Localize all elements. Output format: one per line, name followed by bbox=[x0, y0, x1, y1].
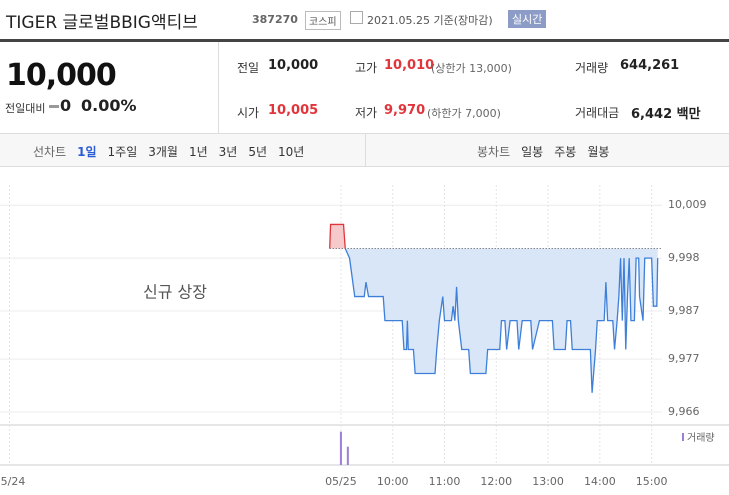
change: 0 bbox=[60, 96, 72, 115]
y-tick-label: 9,966 bbox=[668, 405, 700, 418]
annotation: 신규 상장 bbox=[143, 283, 207, 302]
flat-icon bbox=[49, 105, 59, 108]
tab-divider bbox=[365, 134, 366, 166]
y-tick-label: 10,009 bbox=[668, 198, 707, 211]
stock-title: TIGER 글로벌BBIG액티브 bbox=[6, 13, 198, 33]
y-tick-label: 9,998 bbox=[668, 251, 700, 264]
tab[interactable]: 1년 bbox=[188, 145, 208, 159]
x-tick-label: 13:00 bbox=[532, 475, 564, 488]
calendar-icon bbox=[350, 11, 363, 24]
tab[interactable]: 월봉 bbox=[587, 145, 610, 159]
stat-label: 전일 bbox=[237, 61, 260, 75]
y-tick-label: 9,977 bbox=[668, 352, 700, 365]
x-tick-label: 12:00 bbox=[480, 475, 512, 488]
price-area bbox=[329, 224, 658, 393]
x-tick-label: 05/25 bbox=[325, 475, 357, 488]
tab[interactable]: 3년 bbox=[218, 145, 238, 159]
tab[interactable]: 1일 bbox=[77, 145, 97, 159]
stat-value: 10,005 bbox=[268, 103, 319, 118]
stat-value: 644,261 bbox=[620, 58, 680, 73]
stat-label: 시가 bbox=[237, 106, 260, 120]
candle-tabs: 봉차트 일봉 주봉 월봉 bbox=[477, 143, 609, 160]
change-label: 전일대비 bbox=[5, 102, 46, 115]
stat-value: 10,010 bbox=[384, 58, 435, 73]
chart: 신규 상장 10,009 9,998 9,987 9,977 9,966 05/24 05/… bbox=[0, 185, 729, 488]
current-price: 10,000 bbox=[6, 58, 117, 93]
tab[interactable]: 3개월 bbox=[148, 145, 178, 159]
stat-note: (하한가 7,000) bbox=[427, 107, 501, 120]
x-tick-label: 11:00 bbox=[429, 475, 461, 488]
x-tick-label: 05/24 bbox=[0, 475, 25, 488]
line-tabs: 선차트 1일 1주일 3개월 1년 3년 5년 10년 bbox=[33, 143, 304, 160]
stat-label: 거래대금 bbox=[575, 106, 620, 120]
tab-bar bbox=[0, 133, 729, 167]
tab[interactable]: 10년 bbox=[278, 145, 305, 159]
volume-bar bbox=[346, 446, 349, 465]
y-tick-label: 9,987 bbox=[668, 304, 700, 317]
tab-group-label: 선차트 bbox=[33, 145, 67, 159]
x-tick-label: 14:00 bbox=[584, 475, 616, 488]
volume-bar bbox=[339, 431, 342, 465]
tab[interactable]: 5년 bbox=[248, 145, 268, 159]
stat-value: 6,442 백만 bbox=[631, 107, 701, 122]
date: 2021.05.25 기준(장마감) bbox=[367, 14, 493, 27]
market-badge: 코스피 bbox=[305, 11, 341, 30]
tab[interactable]: 주봉 bbox=[554, 145, 577, 159]
legend-label: 거래량 bbox=[687, 432, 715, 444]
stock-code: 387270 bbox=[252, 13, 298, 26]
x-tick-label: 10:00 bbox=[377, 475, 409, 488]
tab-group-label: 봉차트 bbox=[477, 145, 511, 159]
tab[interactable]: 일봉 bbox=[521, 145, 544, 159]
stat-label: 저가 bbox=[355, 106, 378, 120]
change-rate: 0.00% bbox=[81, 96, 137, 115]
stat-value: 9,970 bbox=[384, 103, 426, 118]
header-rule bbox=[0, 39, 729, 42]
price-line bbox=[329, 223, 659, 393]
divider bbox=[218, 42, 219, 133]
stat-label: 고가 bbox=[355, 61, 378, 75]
stat-note: (상한가 13,000) bbox=[431, 62, 512, 75]
x-tick-label: 15:00 bbox=[636, 475, 668, 488]
realtime-badge[interactable]: 실시간 bbox=[508, 10, 547, 28]
stat-value: 10,000 bbox=[268, 58, 319, 73]
stat-label: 거래량 bbox=[575, 61, 609, 75]
tab[interactable]: 1주일 bbox=[107, 145, 138, 159]
legend-swatch bbox=[682, 433, 684, 441]
